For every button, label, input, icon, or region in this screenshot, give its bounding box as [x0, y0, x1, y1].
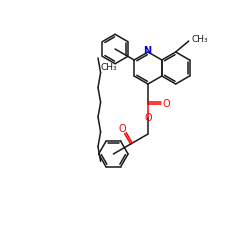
- Text: O: O: [144, 113, 152, 123]
- Text: CH₃: CH₃: [192, 34, 208, 43]
- Text: O: O: [118, 124, 126, 134]
- Text: N: N: [143, 46, 151, 56]
- Text: O: O: [162, 99, 170, 109]
- Text: CH₃: CH₃: [100, 63, 117, 72]
